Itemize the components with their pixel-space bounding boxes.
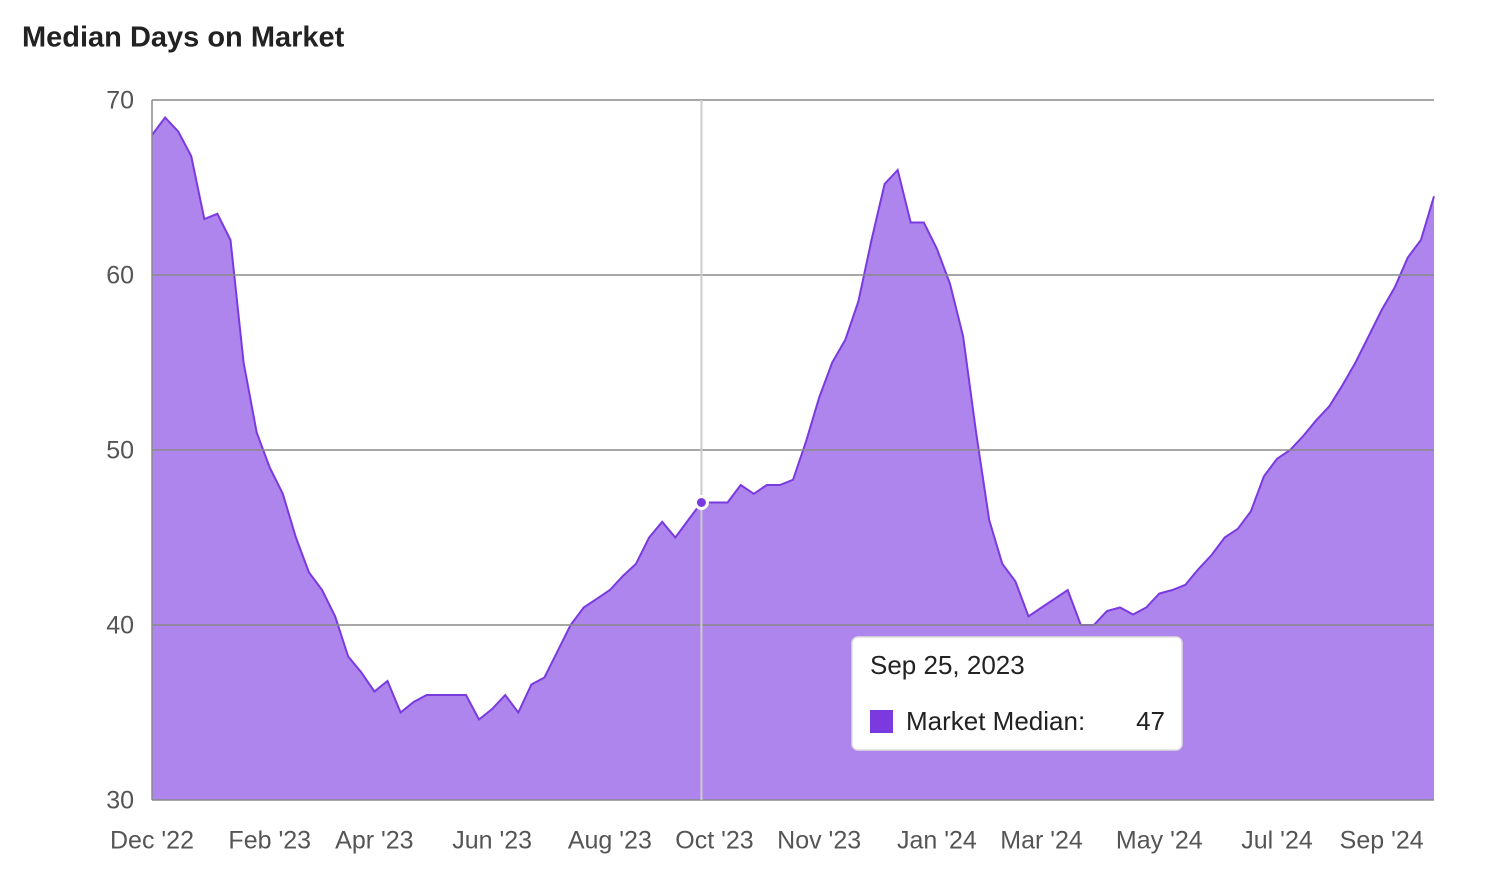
x-tick-label: Jun '23: [452, 827, 532, 855]
y-tick-label: 40: [106, 612, 134, 640]
y-tick-label: 70: [106, 87, 134, 115]
hover-point: [693, 495, 709, 510]
x-tick-label: Nov '23: [777, 827, 861, 855]
x-tick-label: Apr '23: [335, 827, 413, 855]
x-tick-label: Jan '24: [897, 827, 977, 855]
x-tick-label: Dec '22: [110, 827, 194, 855]
y-tick-label: 60: [106, 262, 134, 290]
x-tick-label: Feb '23: [228, 827, 311, 855]
x-tick-label: May '24: [1116, 827, 1203, 855]
x-tick-label: Jul '24: [1241, 827, 1313, 855]
tooltip-box: [851, 636, 1183, 751]
x-tick-label: Mar '24: [1000, 827, 1083, 855]
chart-title: Median Days on Market: [22, 22, 345, 54]
tooltip: Sep 25, 2023 Market Median: 47: [851, 636, 1183, 751]
tooltip-label: Market Median:: [906, 706, 1085, 736]
tooltip-title: Sep 25, 2023: [870, 650, 1025, 680]
x-tick-label: Aug '23: [568, 827, 652, 855]
tooltip-swatch: [870, 710, 893, 733]
x-tick-label: Sep '24: [1340, 827, 1424, 855]
line: [151, 115, 1435, 722]
x-tick-label: Oct '23: [675, 827, 753, 855]
area: [152, 117, 1434, 800]
y-tick-label: 30: [106, 787, 134, 815]
y-tick-label: 50: [106, 437, 134, 465]
tooltip-value: 47: [1136, 706, 1165, 736]
